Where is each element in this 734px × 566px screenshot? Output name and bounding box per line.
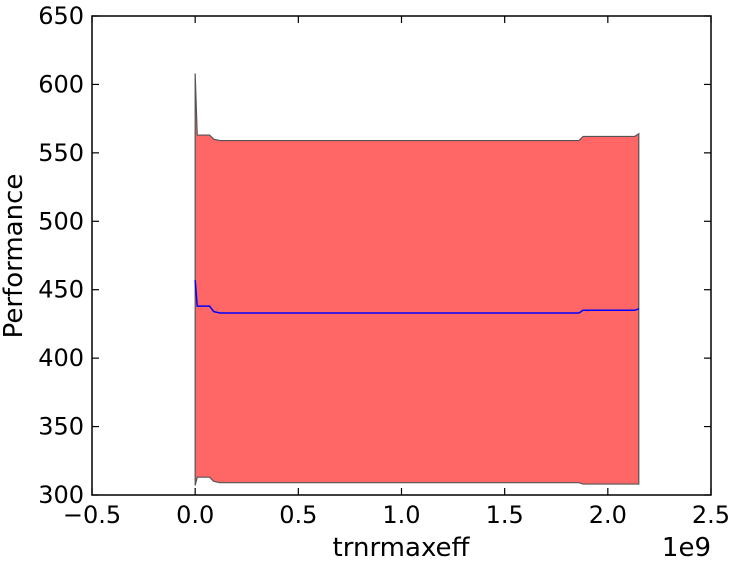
y-axis-label: Performance [0,174,29,339]
x-tick-label: 2.5 [692,501,730,529]
y-tick-label: 500 [38,207,84,235]
y-tick-label: 300 [38,481,84,509]
x-tick-label: 2.0 [589,501,627,529]
y-ticks: 300 350 400 450 500 550 600 650 [38,2,711,509]
y-tick-label: 550 [38,139,84,167]
x-tick-label: 0.0 [176,501,214,529]
x-ticks: −0.5 0.0 0.5 1.0 1.5 2.0 2.5 [63,16,730,529]
x-tick-label: 1.5 [486,501,524,529]
y-tick-label: 400 [38,344,84,372]
x-axis-label: trnrmaxeff [333,533,471,563]
y-tick-label: 650 [38,2,84,30]
x-tick-label: −0.5 [63,501,121,529]
band-layer [194,73,640,486]
x-offset-label: 1e9 [662,533,711,563]
x-tick-label: 1.0 [382,501,420,529]
x-tick-label: 0.5 [279,501,317,529]
y-tick-label: 600 [38,70,84,98]
mean-line [194,280,640,314]
y-tick-label: 350 [38,413,84,441]
line-layer [194,280,640,314]
y-tick-label: 450 [38,276,84,304]
confidence-band [194,73,640,486]
